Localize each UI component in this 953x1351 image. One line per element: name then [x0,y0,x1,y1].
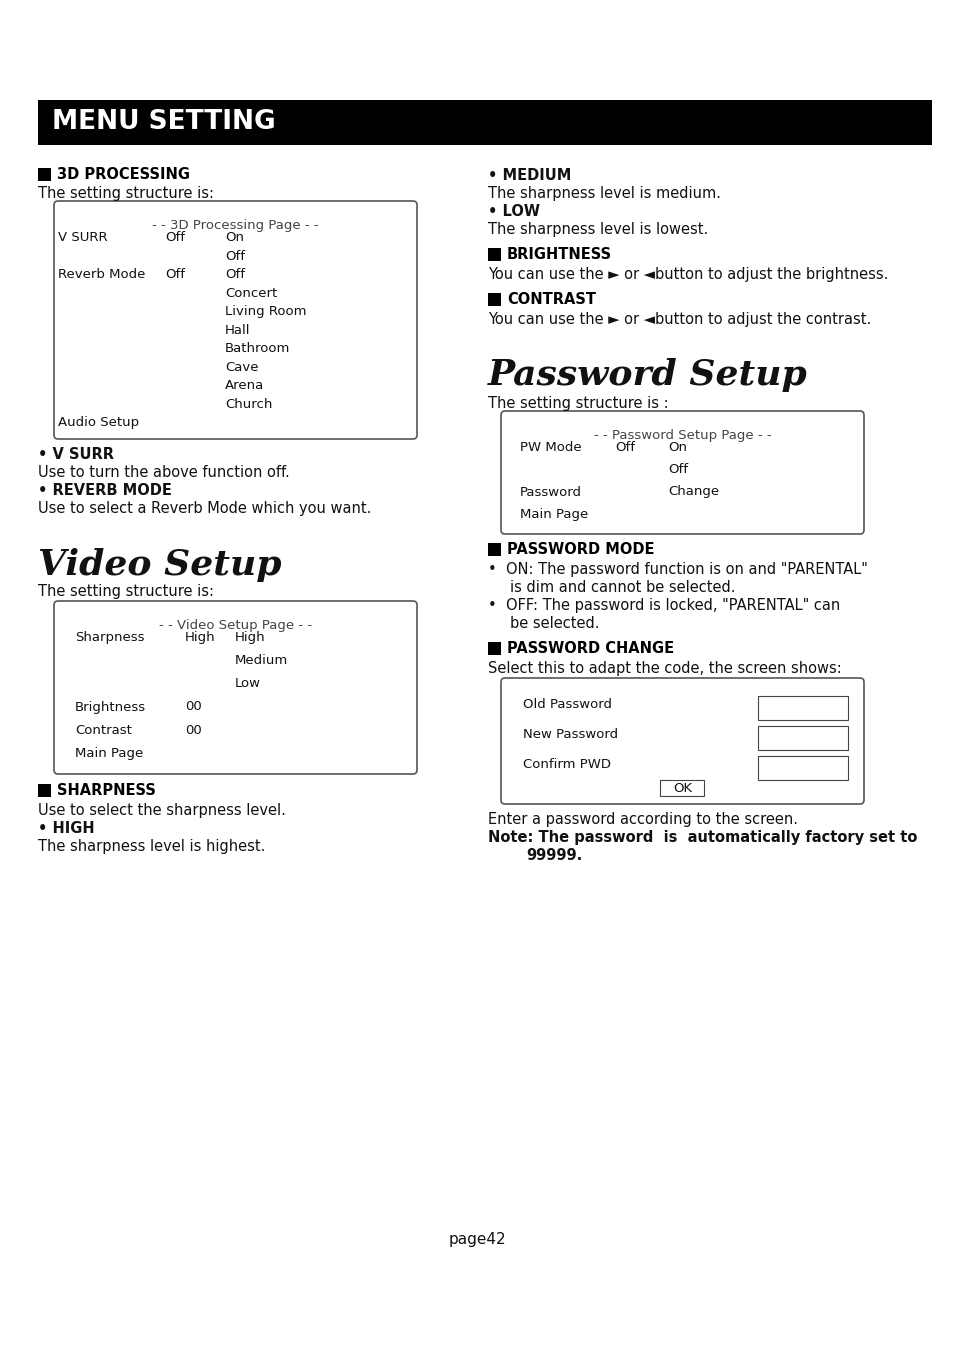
Text: - - Video Setup Page - -: - - Video Setup Page - - [159,619,312,632]
Text: V SURR: V SURR [58,231,108,245]
Bar [488,642,500,655]
Text: The sharpness level is medium.: The sharpness level is medium. [488,186,720,201]
Text: Enter a password according to the screen.: Enter a password according to the screen… [488,812,797,827]
Text: BRIGHTNESS: BRIGHTNESS [506,247,612,262]
Text: Off: Off [225,250,245,262]
Text: • LOW: • LOW [488,204,539,219]
Text: The setting structure is :: The setting structure is : [488,396,668,411]
Text: Video Setup: Video Setup [38,549,281,582]
Text: Off: Off [615,440,635,454]
FancyBboxPatch shape [500,411,863,534]
Text: Bathroom: Bathroom [225,342,290,355]
Bar [758,757,847,780]
Bar [488,249,500,261]
FancyBboxPatch shape [54,201,416,439]
Text: High: High [185,631,215,644]
Text: 3D PROCESSING: 3D PROCESSING [57,168,190,182]
Text: is dim and cannot be selected.: is dim and cannot be selected. [510,580,735,594]
Text: Main Page: Main Page [75,747,143,759]
Text: The setting structure is:: The setting structure is: [38,186,213,201]
Text: Change: Change [667,485,719,499]
Text: You can use the ► or ◄button to adjust the contrast.: You can use the ► or ◄button to adjust t… [488,312,870,327]
Text: CONTRAST: CONTRAST [506,292,596,307]
Text: On: On [667,440,686,454]
Text: PASSWORD CHANGE: PASSWORD CHANGE [506,640,674,657]
Text: be selected.: be selected. [510,616,598,631]
Text: The sharpness level is lowest.: The sharpness level is lowest. [488,222,707,236]
Text: Audio Setup: Audio Setup [58,416,139,430]
Bar [758,725,847,750]
Text: Low: Low [234,677,261,690]
Text: Off: Off [165,267,185,281]
Text: Password: Password [519,485,581,499]
Text: Arena: Arena [225,380,264,392]
Text: Off: Off [165,231,185,245]
Text: Off: Off [225,267,245,281]
Text: Medium: Medium [234,654,288,667]
Text: Concert: Concert [225,286,277,300]
Text: 99999.: 99999. [525,848,581,863]
Text: Off: Off [667,463,687,477]
Text: Old Password: Old Password [522,698,612,711]
FancyBboxPatch shape [500,678,863,804]
Bar [659,780,703,796]
Text: OFF: The password is locked, "PARENTAL" can: OFF: The password is locked, "PARENTAL" … [505,598,840,613]
Text: You can use the ► or ◄button to adjust the brightness.: You can use the ► or ◄button to adjust t… [488,267,887,282]
Text: •: • [488,562,497,577]
Text: Use to select the sharpness level.: Use to select the sharpness level. [38,802,286,817]
Bar [38,168,51,181]
Text: page42: page42 [448,1232,505,1247]
Text: Confirm PWD: Confirm PWD [522,758,610,771]
Text: The setting structure is:: The setting structure is: [38,584,213,598]
Text: 00: 00 [185,724,201,736]
Text: High: High [234,631,265,644]
Text: 00: 00 [185,701,201,713]
Text: Main Page: Main Page [519,508,588,520]
Text: • MEDIUM: • MEDIUM [488,168,571,182]
Text: - - 3D Processing Page - -: - - 3D Processing Page - - [152,219,318,232]
FancyBboxPatch shape [54,601,416,774]
Text: MENU SETTING: MENU SETTING [52,109,275,135]
Text: New Password: New Password [522,728,618,740]
Text: Living Room: Living Room [225,305,306,319]
Text: Contrast: Contrast [75,724,132,736]
Bar [38,100,931,145]
Text: OK: OK [672,781,691,794]
Text: • V SURR: • V SURR [38,447,113,462]
Text: Church: Church [225,399,273,411]
Text: Hall: Hall [225,324,251,336]
Text: The sharpness level is highest.: The sharpness level is highest. [38,839,265,854]
Bar [488,293,500,305]
Text: Sharpness: Sharpness [75,631,144,644]
Text: SHARPNESS: SHARPNESS [57,784,155,798]
Text: Brightness: Brightness [75,701,146,713]
Text: PW Mode: PW Mode [519,440,581,454]
Text: ON: The password function is on and "PARENTAL": ON: The password function is on and "PAR… [505,562,867,577]
Text: PASSWORD MODE: PASSWORD MODE [506,542,654,557]
Text: Select this to adapt the code, the screen shows:: Select this to adapt the code, the scree… [488,661,841,676]
Text: • HIGH: • HIGH [38,821,94,836]
Text: Password Setup: Password Setup [488,358,807,392]
Text: •: • [488,598,497,613]
Text: Cave: Cave [225,361,258,374]
Bar [758,696,847,720]
Bar [488,543,500,557]
Bar [38,784,51,797]
Text: Use to turn the above function off.: Use to turn the above function off. [38,465,290,480]
Text: Note: The password  is  automatically factory set to: Note: The password is automatically fact… [488,830,917,844]
Text: • REVERB MODE: • REVERB MODE [38,484,172,499]
Text: Reverb Mode: Reverb Mode [58,267,145,281]
Text: On: On [225,231,244,245]
Text: Use to select a Reverb Mode which you want.: Use to select a Reverb Mode which you wa… [38,501,371,516]
Text: - - Password Setup Page - -: - - Password Setup Page - - [593,430,771,442]
